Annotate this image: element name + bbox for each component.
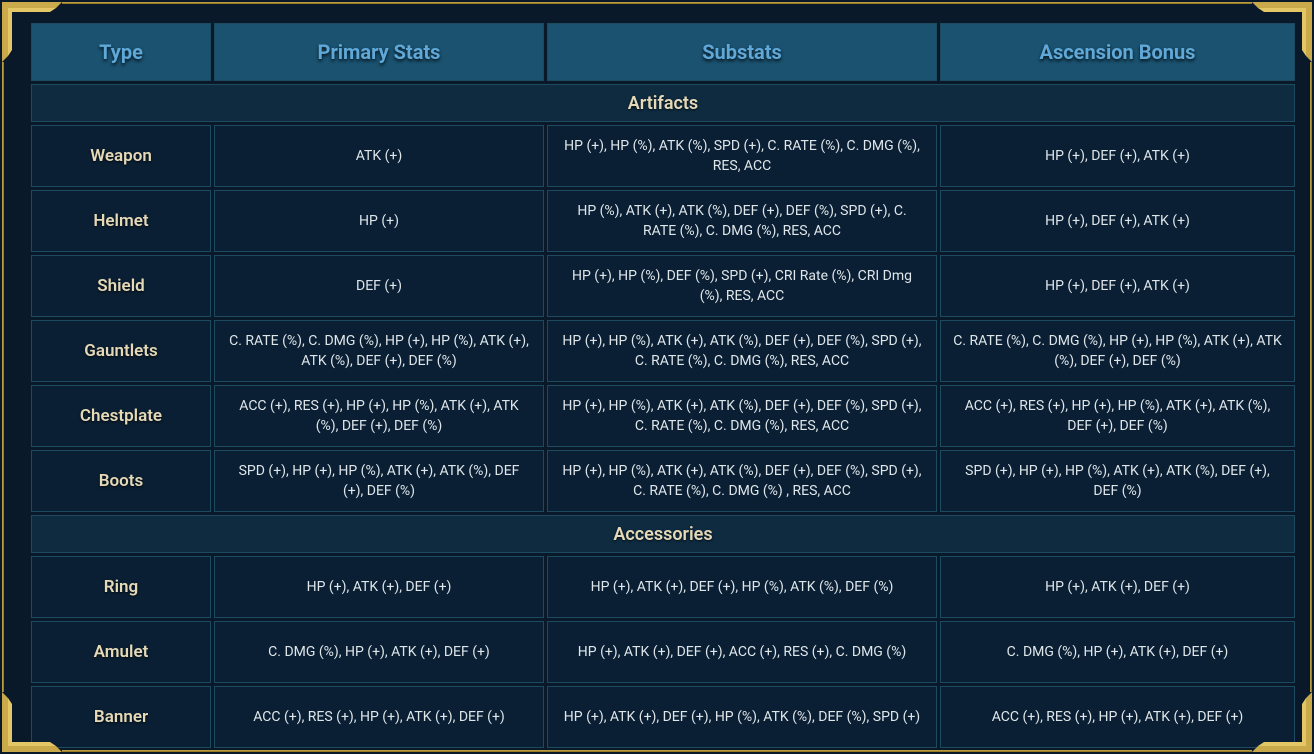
frame-edge xyxy=(62,750,1252,752)
type-cell: Ring xyxy=(31,556,211,618)
substats-cell: HP (+), HP (%), ATK (%), SPD (+), C. RAT… xyxy=(547,125,937,187)
ascension-cell: HP (+), DEF (+), ATK (+) xyxy=(940,125,1295,187)
table-row: ShieldDEF (+)HP (+), HP (%), DEF (%), SP… xyxy=(31,255,1295,317)
header-primary: Primary Stats xyxy=(214,23,544,81)
substats-cell: HP (+), HP (%), DEF (%), SPD (+), CRI Ra… xyxy=(547,255,937,317)
ascension-cell: SPD (+), HP (+), HP (%), ATK (+), ATK (%… xyxy=(940,450,1295,512)
primary-cell: ACC (+), RES (+), HP (+), ATK (+), DEF (… xyxy=(214,686,544,748)
type-cell: Weapon xyxy=(31,125,211,187)
primary-cell: C. RATE (%), C. DMG (%), HP (+), HP (%),… xyxy=(214,320,544,382)
section-label: Artifacts xyxy=(31,84,1295,122)
type-cell: Gauntlets xyxy=(31,320,211,382)
primary-cell: HP (+) xyxy=(214,190,544,252)
ascension-cell: C. DMG (%), HP (+), ATK (+), DEF (+) xyxy=(940,621,1295,683)
substats-cell: HP (+), ATK (+), DEF (+), ACC (+), RES (… xyxy=(547,621,937,683)
substats-cell: HP (+), ATK (+), DEF (+), HP (%), ATK (%… xyxy=(547,686,937,748)
table-row: RingHP (+), ATK (+), DEF (+)HP (+), ATK … xyxy=(31,556,1295,618)
substats-cell: HP (+), HP (%), ATK (+), ATK (%), DEF (+… xyxy=(547,320,937,382)
corner-ornament-icon xyxy=(1252,2,1312,62)
ascension-cell: C. RATE (%), C. DMG (%), HP (+), HP (%),… xyxy=(940,320,1295,382)
corner-ornament-icon xyxy=(2,692,62,752)
type-cell: Chestplate xyxy=(31,385,211,447)
table-row: WeaponATK (+)HP (+), HP (%), ATK (%), SP… xyxy=(31,125,1295,187)
section-row-accessories: Accessories xyxy=(31,515,1295,553)
header-ascension: Ascension Bonus xyxy=(940,23,1295,81)
type-cell: Shield xyxy=(31,255,211,317)
frame-edge xyxy=(2,62,4,692)
type-cell: Boots xyxy=(31,450,211,512)
substats-cell: HP (+), HP (%), ATK (+), ATK (%), DEF (+… xyxy=(547,385,937,447)
substats-cell: HP (+), ATK (+), DEF (+), HP (%), ATK (%… xyxy=(547,556,937,618)
substats-cell: HP (+), HP (%), ATK (+), ATK (%), DEF (+… xyxy=(547,450,937,512)
primary-cell: ATK (+) xyxy=(214,125,544,187)
table-row: AmuletC. DMG (%), HP (+), ATK (+), DEF (… xyxy=(31,621,1295,683)
section-row-artifacts: Artifacts xyxy=(31,84,1295,122)
table-row: GauntletsC. RATE (%), C. DMG (%), HP (+)… xyxy=(31,320,1295,382)
frame-edge xyxy=(1310,62,1312,692)
section-label: Accessories xyxy=(31,515,1295,553)
substats-cell: HP (%), ATK (+), ATK (%), DEF (+), DEF (… xyxy=(547,190,937,252)
table-row: ChestplateACC (+), RES (+), HP (+), HP (… xyxy=(31,385,1295,447)
table-header-row: Type Primary Stats Substats Ascension Bo… xyxy=(31,23,1295,81)
type-cell: Amulet xyxy=(31,621,211,683)
stats-table-frame: Type Primary Stats Substats Ascension Bo… xyxy=(0,0,1314,754)
corner-ornament-icon xyxy=(2,2,62,62)
frame-edge xyxy=(62,2,1252,4)
primary-cell: HP (+), ATK (+), DEF (+) xyxy=(214,556,544,618)
ascension-cell: HP (+), DEF (+), ATK (+) xyxy=(940,190,1295,252)
ascension-cell: ACC (+), RES (+), HP (+), ATK (+), DEF (… xyxy=(940,686,1295,748)
ascension-cell: HP (+), DEF (+), ATK (+) xyxy=(940,255,1295,317)
corner-ornament-icon xyxy=(1252,692,1312,752)
table-row: HelmetHP (+)HP (%), ATK (+), ATK (%), DE… xyxy=(31,190,1295,252)
table-row: BannerACC (+), RES (+), HP (+), ATK (+),… xyxy=(31,686,1295,748)
ascension-cell: HP (+), ATK (+), DEF (+) xyxy=(940,556,1295,618)
type-cell: Helmet xyxy=(31,190,211,252)
ascension-cell: ACC (+), RES (+), HP (+), HP (%), ATK (+… xyxy=(940,385,1295,447)
table-row: BootsSPD (+), HP (+), HP (%), ATK (+), A… xyxy=(31,450,1295,512)
primary-cell: C. DMG (%), HP (+), ATK (+), DEF (+) xyxy=(214,621,544,683)
primary-cell: ACC (+), RES (+), HP (+), HP (%), ATK (+… xyxy=(214,385,544,447)
header-substats: Substats xyxy=(547,23,937,81)
primary-cell: DEF (+) xyxy=(214,255,544,317)
primary-cell: SPD (+), HP (+), HP (%), ATK (+), ATK (%… xyxy=(214,450,544,512)
stats-table: Type Primary Stats Substats Ascension Bo… xyxy=(28,20,1298,751)
